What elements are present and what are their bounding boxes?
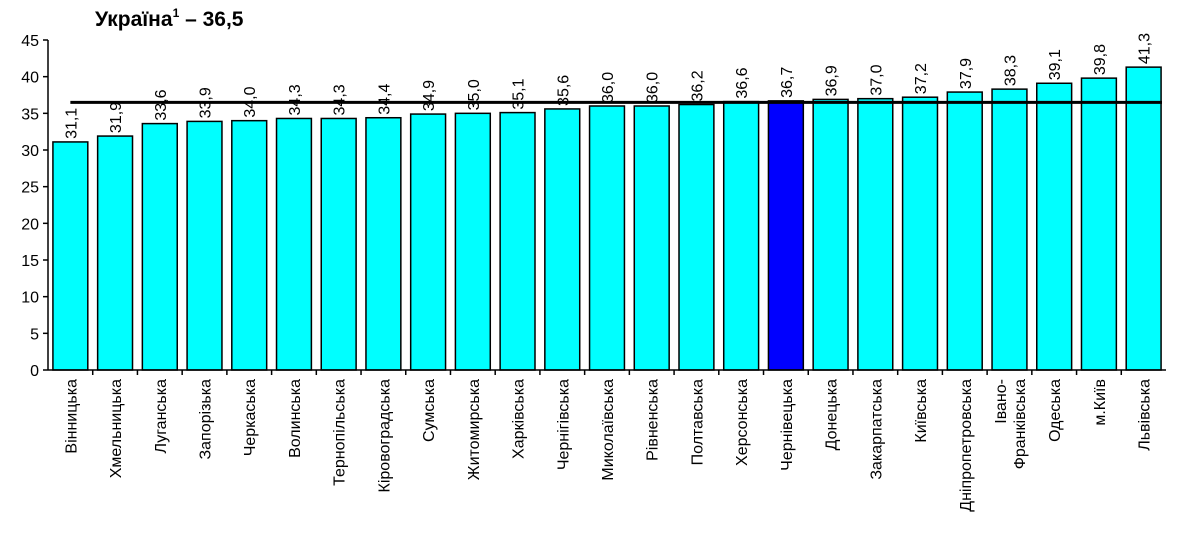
- value-label: 37,0: [868, 64, 885, 95]
- category-label: Житомирська: [466, 379, 483, 480]
- value-label: 35,1: [511, 78, 528, 109]
- value-label: 34,4: [376, 83, 393, 114]
- category-label: Миколаївська: [600, 379, 617, 481]
- category-label: Волинська: [287, 379, 304, 458]
- y-tick-label: 0: [30, 363, 39, 380]
- category-label: м.Київ: [1092, 379, 1109, 426]
- value-label: 36,9: [824, 65, 841, 96]
- y-tick-label: 5: [30, 326, 39, 343]
- category-label: Донецька: [824, 379, 841, 451]
- bar: [231, 119, 268, 371]
- y-tick-label: 40: [21, 70, 39, 87]
- y-tick-label: 15: [21, 253, 39, 270]
- category-label: Київська: [913, 379, 930, 443]
- bar: [1036, 82, 1073, 371]
- value-label: 36,0: [600, 72, 617, 103]
- category-label: Івано- Франківська: [993, 379, 1029, 469]
- value-label: 37,9: [958, 58, 975, 89]
- bar: [946, 91, 983, 371]
- value-label: 35,0: [466, 79, 483, 110]
- value-label: 35,6: [555, 75, 572, 106]
- bar: [275, 117, 313, 371]
- bar: [409, 113, 447, 371]
- category-label: Запорізька: [198, 379, 215, 460]
- bars: [52, 66, 1162, 371]
- title-footnote-mark: 1: [172, 6, 180, 20]
- y-tick-label: 45: [21, 33, 39, 50]
- bar: [767, 100, 805, 371]
- category-label: Херсонська: [734, 379, 751, 466]
- value-label: 36,6: [734, 67, 751, 98]
- category-label: Луганська: [153, 379, 170, 454]
- y-tick-label: 10: [21, 290, 39, 307]
- bar: [722, 100, 760, 371]
- category-label: Чернівецька: [779, 379, 796, 471]
- y-tick-label: 35: [21, 106, 39, 123]
- category-label: Полтавська: [689, 379, 706, 465]
- value-label: 37,2: [913, 63, 930, 94]
- bar: [186, 120, 223, 371]
- bar: [499, 111, 536, 371]
- x-axis: Вінницька Хмельницька Луганська Запорізька Ч…: [48, 369, 1166, 512]
- value-label: 34,9: [421, 80, 438, 111]
- category-label: Одеська: [1047, 379, 1064, 442]
- bar: [812, 98, 849, 371]
- bar: [320, 117, 357, 371]
- value-labels: 31,1 31,9 33,6 33,9 34,0 34,3 34,3 34,4 34,9 35,0…: [63, 33, 1153, 139]
- bar: [857, 97, 894, 371]
- bar: [544, 108, 581, 371]
- title-text: Україна: [95, 8, 173, 31]
- bar: [991, 88, 1028, 371]
- chart-title: Україна1 – 36,5: [95, 6, 244, 32]
- bar: [588, 105, 626, 371]
- category-label: Тернопільська: [332, 379, 349, 486]
- value-label: 33,9: [198, 87, 215, 118]
- bar: [1125, 66, 1162, 371]
- bar: [365, 116, 402, 371]
- value-label: 31,1: [63, 108, 80, 139]
- value-label: 39,1: [1047, 49, 1064, 80]
- category-label: Закарпатська: [868, 379, 885, 480]
- value-label: 38,3: [1002, 55, 1019, 86]
- value-label: 33,6: [153, 89, 170, 120]
- category-label: Хмельницька: [108, 379, 125, 478]
- title-value: – 36,5: [179, 8, 244, 31]
- value-label: 34,3: [332, 84, 349, 115]
- y-tick-label: 20: [21, 216, 39, 233]
- bar: [1080, 77, 1118, 371]
- category-label: Вінницька: [63, 379, 80, 454]
- category-label: Харківська: [511, 379, 528, 459]
- value-label: 36,7: [779, 67, 796, 98]
- value-label: 31,9: [108, 102, 125, 133]
- value-label: 36,2: [689, 70, 706, 101]
- category-label: Львівська: [1137, 379, 1154, 451]
- category-label: Дніпропетровська: [958, 379, 975, 512]
- y-axis: 0 5 10 15 20 25 30 35 40 45: [21, 33, 49, 380]
- bar: [454, 112, 492, 371]
- value-label: 34,3: [287, 84, 304, 115]
- bar: [96, 135, 134, 371]
- y-tick-label: 30: [21, 143, 39, 160]
- category-label: Сумська: [421, 379, 438, 442]
- bar: [678, 103, 715, 371]
- bar: [141, 122, 178, 371]
- value-label: 41,3: [1137, 33, 1154, 64]
- value-label: 36,0: [645, 72, 662, 103]
- bar: [52, 141, 89, 371]
- bar: [901, 96, 939, 371]
- category-label: Рівненська: [645, 379, 662, 461]
- y-tick-label: 25: [21, 180, 39, 197]
- category-label: Чернігівська: [555, 379, 572, 470]
- category-label: Черкаська: [242, 379, 259, 456]
- category-label: Кіровоградська: [376, 379, 393, 493]
- value-label: 34,0: [242, 86, 259, 117]
- bar: [633, 105, 670, 371]
- value-label: 39,8: [1092, 44, 1109, 75]
